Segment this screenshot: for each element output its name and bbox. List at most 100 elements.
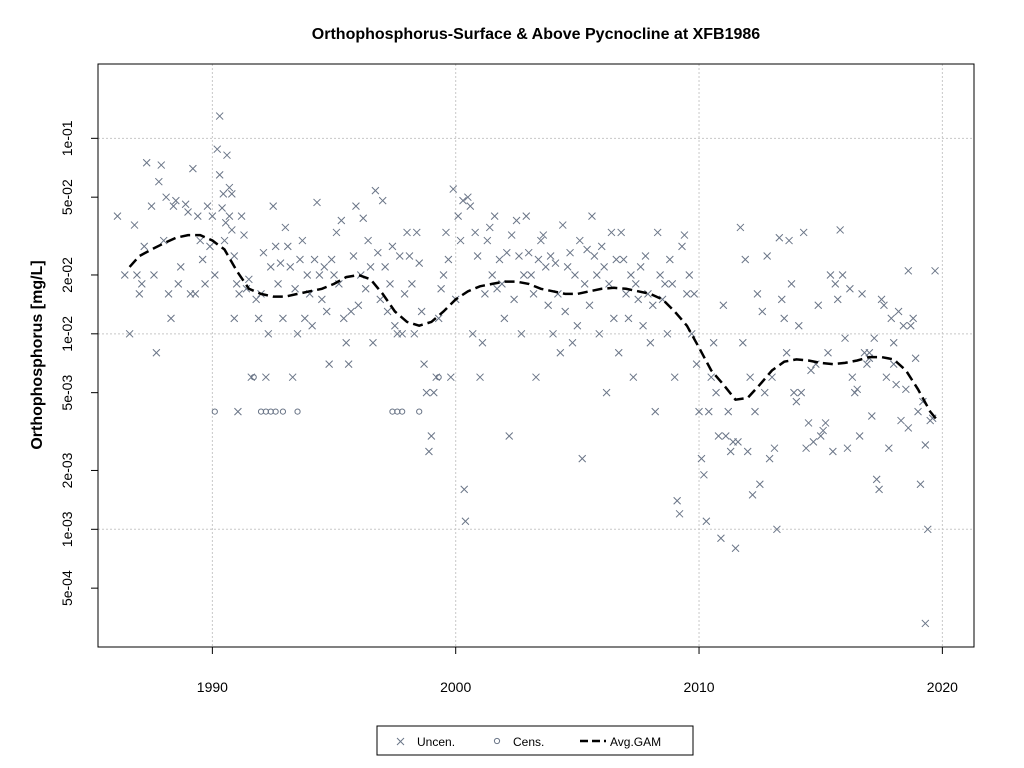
data-point-uncensored bbox=[734, 438, 742, 446]
legend-box bbox=[376, 725, 694, 756]
data-point-uncensored bbox=[527, 271, 535, 279]
x-axis: 1990 2000 2010 2020 bbox=[197, 647, 958, 695]
data-point-uncensored bbox=[125, 329, 134, 338]
data-point-uncensored bbox=[583, 245, 591, 254]
data-point-uncensored bbox=[408, 280, 416, 288]
data-point-uncensored bbox=[743, 447, 752, 456]
data-point-uncensored bbox=[320, 263, 329, 271]
data-point-uncensored bbox=[490, 212, 499, 220]
x-tick-label: 2000 bbox=[440, 679, 471, 695]
data-point-uncensored bbox=[378, 196, 387, 205]
data-point-uncensored bbox=[843, 444, 852, 453]
data-point-uncensored bbox=[644, 290, 652, 298]
data-point-uncensored bbox=[502, 248, 511, 257]
data-point-uncensored bbox=[780, 314, 789, 323]
data-point-uncensored bbox=[237, 212, 246, 220]
data-point-uncensored bbox=[352, 202, 360, 210]
data-point-uncensored bbox=[585, 301, 594, 310]
data-point-uncensored bbox=[831, 280, 840, 288]
data-point-uncensored bbox=[685, 271, 694, 279]
data-point-uncensored bbox=[181, 200, 190, 209]
data-point-uncensored bbox=[702, 517, 711, 526]
data-point-uncensored bbox=[500, 314, 509, 323]
data-point-uncensored bbox=[276, 259, 285, 267]
data-point-uncensored bbox=[359, 214, 368, 223]
data-point-uncensored bbox=[332, 228, 341, 237]
data-point-uncensored bbox=[140, 242, 149, 251]
data-point-uncensored bbox=[641, 252, 650, 260]
data-point-uncensored bbox=[814, 301, 823, 310]
data-point-uncensored bbox=[376, 295, 385, 304]
data-point-uncensored bbox=[439, 271, 448, 279]
data-point-uncensored bbox=[773, 525, 781, 534]
y-axis: 5e-04 1e-03 2e-03 5e-03 1e-02 2e-02 5e-02 1e-01 bbox=[59, 120, 98, 606]
data-point-uncensored bbox=[573, 321, 582, 330]
data-point-uncensored bbox=[680, 231, 689, 239]
data-point-uncensored bbox=[619, 255, 628, 264]
data-point-uncensored bbox=[417, 307, 426, 316]
data-point-uncensored bbox=[315, 271, 324, 279]
data-point-uncensored bbox=[464, 193, 472, 202]
data-point-uncensored bbox=[442, 228, 450, 237]
data-point-uncensored bbox=[279, 314, 287, 323]
data-point-uncensored bbox=[485, 223, 494, 232]
data-point-uncensored bbox=[746, 373, 754, 382]
data-point-uncensored bbox=[354, 301, 363, 310]
data-point-uncensored bbox=[454, 212, 462, 220]
y-tick-label: 1e-01 bbox=[59, 120, 75, 156]
data-point-uncensored bbox=[349, 252, 358, 260]
data-point-uncensored bbox=[460, 485, 469, 494]
data-point-uncensored bbox=[327, 255, 336, 264]
data-point-uncensored bbox=[364, 236, 372, 245]
data-point-uncensored bbox=[797, 388, 806, 397]
data-point-uncensored bbox=[369, 338, 377, 347]
data-point-uncensored bbox=[337, 216, 346, 225]
y-tick-label: 2e-03 bbox=[59, 452, 75, 488]
data-point-uncensored bbox=[371, 186, 380, 195]
data-point-uncensored bbox=[198, 255, 207, 264]
data-point-uncensored bbox=[863, 360, 871, 368]
data-point-uncensored bbox=[344, 360, 353, 368]
data-point-uncensored bbox=[234, 407, 242, 416]
data-point-uncensored bbox=[887, 314, 896, 323]
data-point-uncensored bbox=[437, 284, 445, 293]
data-point-uncensored bbox=[904, 266, 913, 275]
data-point-uncensored bbox=[461, 517, 470, 526]
data-point-uncensored bbox=[184, 208, 192, 216]
x-tick-label: 2010 bbox=[683, 679, 714, 695]
data-point-uncensored bbox=[634, 295, 643, 304]
data-point-uncensored bbox=[449, 185, 458, 193]
data-point-uncensored bbox=[266, 263, 275, 271]
data-point-uncensored bbox=[631, 280, 640, 288]
data-point-uncensored bbox=[325, 360, 334, 368]
x-tick-label: 2020 bbox=[927, 679, 958, 695]
data-point-uncensored bbox=[629, 373, 638, 382]
data-point-uncensored bbox=[218, 204, 226, 212]
data-point-uncensored bbox=[904, 424, 913, 432]
data-point-uncensored bbox=[807, 366, 815, 375]
data-point-uncensored bbox=[931, 266, 939, 275]
data-points bbox=[113, 112, 939, 628]
data-point-uncensored bbox=[763, 252, 772, 260]
data-point-uncensored bbox=[172, 196, 180, 205]
data-point-uncensored bbox=[549, 329, 557, 338]
data-point-uncensored bbox=[717, 534, 725, 543]
data-point-uncensored bbox=[838, 271, 847, 279]
data-point-uncensored bbox=[867, 412, 876, 420]
data-point-uncensored bbox=[911, 354, 920, 363]
data-point-uncensored bbox=[568, 338, 577, 347]
data-point-censored bbox=[211, 408, 218, 415]
data-point-uncensored bbox=[627, 271, 635, 279]
data-point-uncensored bbox=[697, 454, 706, 463]
data-point-uncensored bbox=[269, 202, 278, 210]
data-point-uncensored bbox=[366, 263, 375, 271]
data-point-uncensored bbox=[721, 432, 730, 440]
data-point-uncensored bbox=[298, 236, 307, 245]
data-point-uncensored bbox=[914, 407, 922, 416]
data-point-uncensored bbox=[537, 236, 545, 245]
data-point-uncensored bbox=[894, 307, 903, 316]
data-point-uncensored bbox=[765, 454, 774, 463]
data-point-uncensored bbox=[534, 255, 543, 264]
chart-title: Orthophosphorus-Surface & Above Pycnocli… bbox=[312, 26, 760, 43]
data-point-uncensored bbox=[556, 348, 565, 357]
